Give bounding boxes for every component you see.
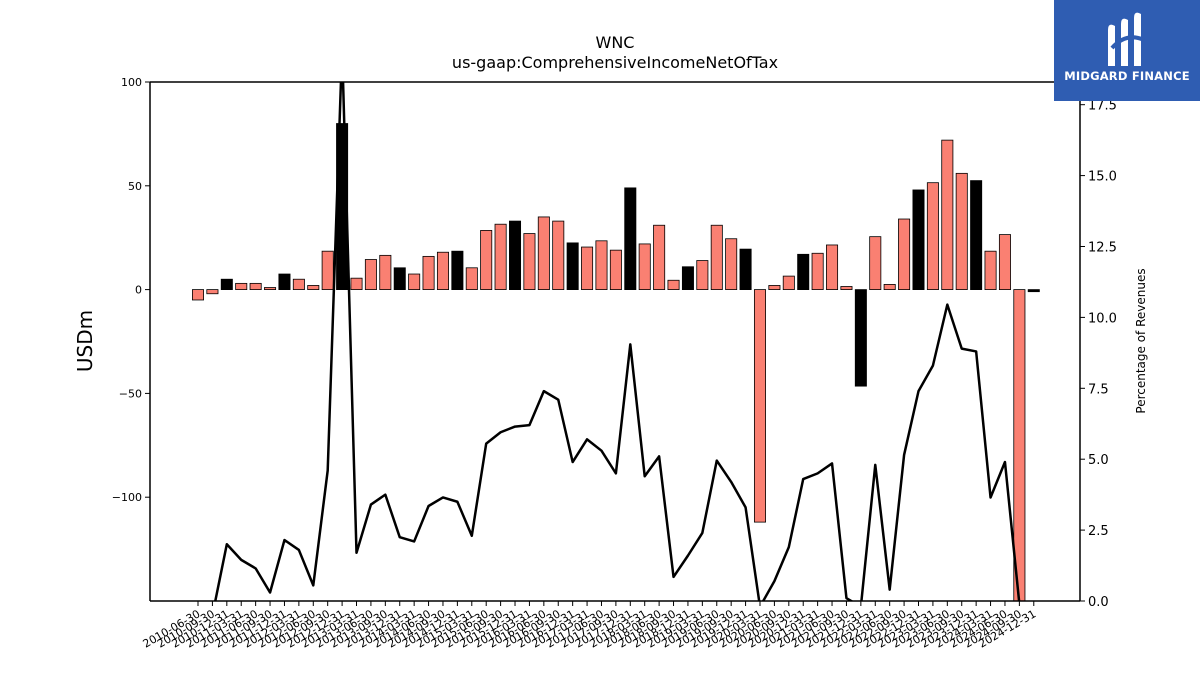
bar-2024-12-31 <box>1027 289 1040 293</box>
bar-2012-09-30 <box>321 250 334 291</box>
bar-2016-03-31 <box>523 233 536 291</box>
bar-2020-12-31 <box>797 253 810 290</box>
bar-2015-09-30 <box>494 223 507 291</box>
bar-2017-06-30 <box>595 240 608 290</box>
bar-2010-09-30 <box>206 289 219 295</box>
bar-2019-03-31 <box>696 260 709 291</box>
bar-2018-06-30 <box>653 224 666 291</box>
bar-2021-03-31 <box>811 252 824 291</box>
y2-tick-label: 12.5 <box>1088 240 1117 255</box>
bar-2021-09-30 <box>840 286 853 290</box>
bar-2022-09-30 <box>898 218 911 291</box>
bar-2023-12-31 <box>970 180 983 290</box>
bar-2010-12-31 <box>220 278 233 291</box>
bar-2013-03-31 <box>350 277 363 290</box>
y-tick-label: −50 <box>119 387 142 400</box>
bar-2013-09-30 <box>379 254 392 291</box>
bar-2011-03-31 <box>235 282 248 290</box>
bar-2017-09-30 <box>609 249 622 291</box>
y2-tick-label: 2.5 <box>1088 524 1109 539</box>
bar-2016-06-30 <box>537 216 550 291</box>
bar-2021-12-31 <box>854 289 867 387</box>
chart-title: WNC <box>596 33 635 52</box>
bar-2019-12-31 <box>739 248 752 290</box>
bar-2018-03-31 <box>638 243 651 290</box>
logo-mark-icon <box>1108 12 1145 67</box>
bar-2021-06-30 <box>826 244 839 291</box>
ratio-line <box>214 82 1021 601</box>
bar-2014-12-31 <box>451 250 464 291</box>
bar-2017-03-31 <box>581 246 594 290</box>
y-tick-label: 100 <box>121 76 142 89</box>
bar-2011-09-30 <box>264 287 277 290</box>
y-axis-label: USDm <box>73 310 97 372</box>
bar-2014-06-30 <box>422 255 435 291</box>
bar-2018-09-30 <box>667 279 680 291</box>
bar-2022-03-31 <box>869 236 882 291</box>
bar-2013-06-30 <box>364 259 377 291</box>
bar-2024-06-30 <box>998 234 1011 290</box>
bar-2017-12-31 <box>624 187 637 291</box>
bar-2014-03-31 <box>408 273 421 290</box>
bar-2020-06-30 <box>768 285 781 291</box>
bar-2013-12-31 <box>393 267 406 290</box>
chart-subtitle: us-gaap:ComprehensiveIncomeNetOfTax <box>452 53 778 72</box>
y-tick-label: 0 <box>135 284 142 297</box>
bar-2020-09-30 <box>782 275 795 290</box>
bar-2016-12-31 <box>566 242 579 290</box>
axes: 100 50 0 −50 −100 0.0 2.5 5.0 7.5 10.0 12.5 15.0 17.… <box>112 76 1117 651</box>
bar-series <box>191 123 1040 602</box>
bar-2022-12-31 <box>912 189 925 290</box>
bar-2018-12-31 <box>681 266 694 291</box>
bar-2015-12-31 <box>509 220 522 290</box>
y-tick-label: −100 <box>112 491 142 504</box>
y2-tick-label: 10.0 <box>1088 311 1117 326</box>
y2-tick-label: 7.5 <box>1088 382 1109 397</box>
bar-2015-03-31 <box>465 267 478 290</box>
bar-2023-03-31 <box>926 182 939 291</box>
bar-2022-06-30 <box>883 284 896 291</box>
line-series <box>214 82 1021 601</box>
bar-2010-06-30 <box>191 289 204 301</box>
bar-2012-03-31 <box>292 278 305 291</box>
bar-2023-09-30 <box>955 172 968 290</box>
bar-2023-06-30 <box>941 139 954 291</box>
y2-tick-label: 17.5 <box>1088 99 1117 114</box>
bar-2015-06-30 <box>480 230 493 290</box>
logo-text: MIDGARD FINANCE <box>1064 69 1190 83</box>
bar-2014-09-30 <box>436 251 449 290</box>
y2-tick-label: 5.0 <box>1088 453 1109 468</box>
bar-2011-06-30 <box>249 282 262 290</box>
bar-2016-09-30 <box>552 220 565 290</box>
y2-tick-label: 15.0 <box>1088 170 1117 185</box>
bar-2019-06-30 <box>710 224 723 291</box>
y-tick-label: 50 <box>128 180 142 193</box>
y2-axis-label: Percentage of Revenues <box>1134 268 1148 413</box>
bar-2024-03-31 <box>984 250 997 291</box>
y2-tick-label: 0.0 <box>1088 595 1109 610</box>
bar-2011-12-31 <box>278 273 291 290</box>
bar-2012-06-30 <box>307 285 320 291</box>
bar-2019-09-30 <box>725 238 738 291</box>
bar-2020-03-31 <box>753 289 766 523</box>
midgard-finance-logo: MIDGARD FINANCE <box>1054 0 1200 101</box>
